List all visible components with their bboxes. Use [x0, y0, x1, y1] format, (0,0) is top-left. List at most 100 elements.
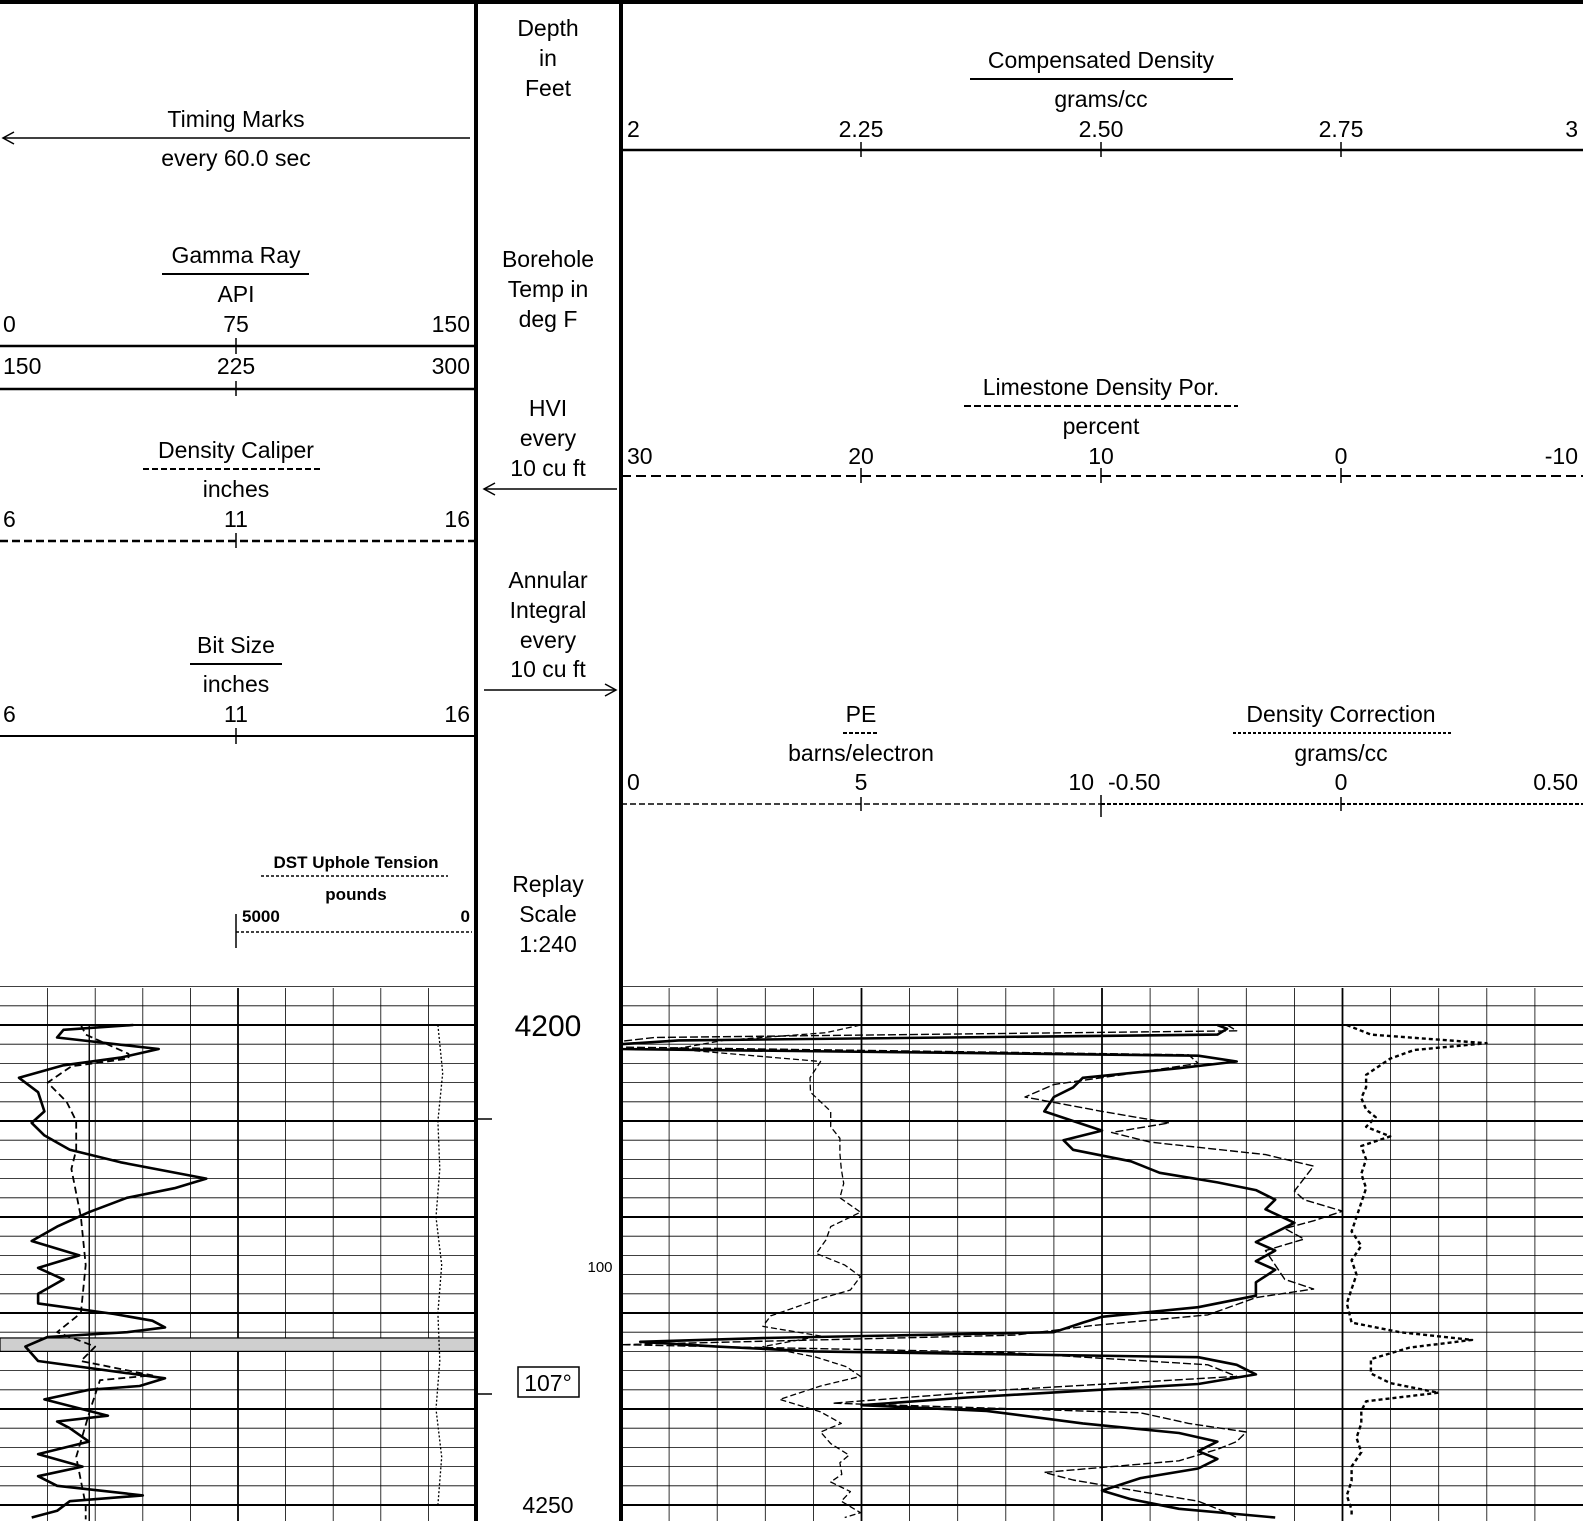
- hvi-header: HVI every 10 cu ft: [482, 395, 617, 496]
- caliper-scale-mid: 11: [224, 506, 248, 532]
- annular-integral-value: 100: [587, 1259, 612, 1276]
- gamma-backup-scale-mid: 225: [217, 353, 255, 379]
- caliper-scale-max: 16: [444, 506, 470, 532]
- timing-marks-title: Timing Marks: [167, 106, 304, 132]
- density-scale-3: 2.75: [1319, 116, 1364, 142]
- dst-tension-curve: [435, 1024, 444, 1506]
- pe-curve: [674, 1024, 862, 1519]
- bulk-density-curve: [619, 1023, 1296, 1519]
- compensated-density-header: Compensated Density grams/cc 2 2.25 2.50…: [621, 47, 1583, 157]
- gamma-ray-unit: API: [217, 281, 254, 307]
- pe-scale-1: 5: [855, 769, 868, 795]
- gamma-backup-scale-min: 150: [3, 353, 41, 379]
- depth-header-line3: Feet: [525, 75, 572, 101]
- dst-tension-unit: pounds: [325, 885, 386, 904]
- density-scale-2: 2.50: [1079, 116, 1124, 142]
- arrow-left-icon: [482, 482, 496, 496]
- pe-scale-2: 10: [1068, 769, 1094, 795]
- log-curves: [0, 1023, 1488, 1521]
- density-scale-0: 2: [627, 116, 640, 142]
- density-caliper-title: Density Caliper: [158, 437, 314, 463]
- annular-integral-header: Annular Integral every 10 cu ft: [484, 567, 618, 697]
- arrow-left-icon: [1, 131, 15, 145]
- bit-size-title: Bit Size: [197, 632, 275, 658]
- correction-scale-1: 0: [1335, 769, 1348, 795]
- timing-marks-header: Timing Marks every 60.0 sec: [1, 106, 470, 171]
- pe-header: PE barns/electron 0 5 10: [621, 701, 1101, 811]
- replay-header-line3: 1:240: [519, 931, 577, 957]
- bit-size-unit: inches: [203, 671, 269, 697]
- annular-header-line1: Annular: [508, 567, 588, 593]
- hvi-header-line2: every: [520, 425, 577, 451]
- dst-scale-left: 5000: [242, 907, 280, 926]
- depth-header: Depth in Feet: [517, 15, 578, 101]
- limestone-porosity-header: Limestone Density Por. percent 30 20 10 …: [621, 374, 1583, 483]
- density-title: Compensated Density: [988, 47, 1215, 73]
- temp-header-line1: Borehole: [502, 246, 594, 272]
- left-track-grid: [0, 986, 476, 1521]
- timing-marks-interval: every 60.0 sec: [161, 145, 311, 171]
- temp-header-line2: Temp in: [508, 276, 589, 302]
- density-correction-curve: [1345, 1023, 1488, 1518]
- dst-scale-right: 0: [461, 907, 470, 926]
- gamma-scale-max: 150: [432, 311, 470, 337]
- replay-scale-header: Replay Scale 1:240: [512, 871, 584, 957]
- pe-unit: barns/electron: [788, 740, 934, 766]
- annular-header-line3: every: [520, 627, 577, 653]
- bit-size-scale-min: 6: [3, 701, 16, 727]
- density-scale-1: 2.25: [839, 116, 884, 142]
- depth-label: 4200: [515, 1010, 582, 1043]
- depth-header-line2: in: [539, 45, 557, 71]
- density-caliper-unit: inches: [203, 476, 269, 502]
- density-correction-header: Density Correction grams/cc -0.50 0 0.50: [1100, 701, 1583, 817]
- bit-size-scale-mid: 11: [224, 701, 248, 727]
- porosity-scale-2: 10: [1088, 443, 1114, 469]
- right-track-grid: [621, 986, 1583, 1521]
- gamma-ray-curve: [17, 1023, 208, 1519]
- depth-header-line1: Depth: [517, 15, 578, 41]
- gamma-backup-scale-max: 300: [432, 353, 470, 379]
- pe-title: PE: [846, 701, 877, 727]
- dst-tension-title: DST Uphole Tension: [274, 853, 439, 872]
- porosity-scale-4: -10: [1545, 443, 1578, 469]
- correction-title: Density Correction: [1246, 701, 1435, 727]
- porosity-scale-0: 30: [627, 443, 653, 469]
- porosity-unit: percent: [1063, 413, 1140, 439]
- dst-tension-header: DST Uphole Tension pounds 5000 0: [235, 853, 472, 948]
- pe-scale-0: 0: [627, 769, 640, 795]
- density-porosity-curve: [620, 1024, 1344, 1519]
- correction-scale-2: 0.50: [1533, 769, 1578, 795]
- correction-scale-0: -0.50: [1108, 769, 1160, 795]
- bit-size-header: Bit Size inches 6 11 16: [0, 632, 476, 744]
- density-unit: grams/cc: [1054, 86, 1147, 112]
- density-caliper-curve: [46, 1024, 154, 1520]
- hvi-header-line1: HVI: [529, 395, 567, 421]
- borehole-temp-header: Borehole Temp in deg F: [502, 246, 594, 332]
- porosity-scale-3: 0: [1335, 443, 1348, 469]
- porosity-title: Limestone Density Por.: [983, 374, 1220, 400]
- gamma-scale-min: 0: [3, 311, 16, 337]
- bit-size-scale-max: 16: [444, 701, 470, 727]
- annular-header-line4: 10 cu ft: [510, 656, 586, 682]
- density-scale-4: 3: [1565, 116, 1578, 142]
- depth-track: 4200 4250 107° 100: [476, 1010, 613, 1518]
- depth-label: 4250: [522, 1492, 573, 1518]
- gamma-ray-header: Gamma Ray API 0 75 150 150 225 300: [0, 242, 476, 396]
- replay-header-line2: Scale: [519, 901, 577, 927]
- density-caliper-header: Density Caliper inches 6 11 16: [0, 437, 476, 548]
- temperature-box: [517, 1366, 580, 1398]
- gamma-scale-mid: 75: [223, 311, 249, 337]
- arrow-right-icon: [604, 683, 618, 697]
- gamma-ray-title: Gamma Ray: [171, 242, 301, 268]
- shaded-zone: [0, 1337, 477, 1352]
- temp-header-line3: deg F: [519, 306, 578, 332]
- correction-unit: grams/cc: [1294, 740, 1387, 766]
- borehole-temperature-value: 107°: [524, 1370, 572, 1396]
- porosity-scale-1: 20: [848, 443, 874, 469]
- caliper-scale-min: 6: [3, 506, 16, 532]
- annular-header-line2: Integral: [510, 597, 587, 623]
- replay-header-line1: Replay: [512, 871, 584, 897]
- hvi-header-line3: 10 cu ft: [510, 455, 586, 481]
